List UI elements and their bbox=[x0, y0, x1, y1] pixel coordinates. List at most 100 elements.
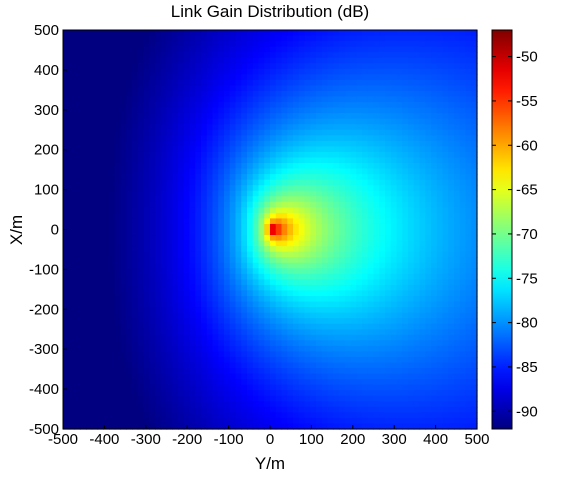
heatmap-cell bbox=[132, 296, 139, 303]
heatmap-cell bbox=[201, 307, 208, 314]
heatmap-cell bbox=[310, 90, 317, 98]
heatmap-cell bbox=[281, 362, 288, 369]
heatmap-cell bbox=[103, 146, 110, 153]
heatmap-cell bbox=[350, 41, 357, 48]
heatmap-cell bbox=[86, 102, 93, 109]
heatmap-cell bbox=[114, 284, 122, 292]
heatmap-cell bbox=[166, 185, 173, 192]
heatmap-cell bbox=[195, 118, 202, 125]
heatmap-cell bbox=[247, 212, 254, 220]
heatmap-cell bbox=[189, 412, 196, 419]
heatmap-cell bbox=[126, 212, 133, 220]
heatmap-cell bbox=[390, 390, 398, 397]
heatmap-cell bbox=[408, 340, 415, 347]
heatmap-cell bbox=[362, 113, 369, 120]
heatmap-cell bbox=[344, 57, 352, 64]
heatmap-cell bbox=[281, 68, 288, 75]
heatmap-cell bbox=[97, 90, 104, 98]
heatmap-cell bbox=[367, 41, 375, 48]
heatmap-cell bbox=[201, 185, 208, 192]
heatmap-cell bbox=[425, 412, 432, 419]
heatmap-cell bbox=[402, 190, 409, 197]
heatmap-cell bbox=[373, 290, 380, 297]
heatmap-cell bbox=[454, 63, 461, 70]
heatmap-cell bbox=[333, 279, 340, 286]
heatmap-cell bbox=[103, 251, 110, 258]
heatmap-cell bbox=[281, 46, 288, 53]
heatmap-cell bbox=[402, 207, 409, 214]
heatmap-cell bbox=[149, 68, 156, 75]
heatmap-cell bbox=[436, 362, 444, 369]
heatmap-cell bbox=[91, 168, 99, 175]
heatmap-cell bbox=[132, 201, 139, 208]
heatmap-cell bbox=[195, 124, 202, 131]
heatmap-cell bbox=[304, 118, 311, 125]
heatmap-cell bbox=[74, 423, 81, 430]
heatmap-cell bbox=[413, 384, 421, 391]
heatmap-cell bbox=[109, 218, 116, 225]
heatmap-cell bbox=[270, 201, 277, 208]
heatmap-cell bbox=[155, 296, 162, 303]
heatmap-cell bbox=[436, 334, 444, 341]
heatmap-cell bbox=[425, 90, 432, 98]
heatmap-cell bbox=[252, 30, 260, 37]
heatmap-cell bbox=[327, 412, 334, 419]
heatmap-cell bbox=[436, 235, 444, 242]
heatmap-cell bbox=[425, 312, 432, 319]
heatmap-cell bbox=[442, 351, 449, 358]
heatmap-cell bbox=[431, 417, 438, 425]
heatmap-cell bbox=[316, 196, 323, 203]
heatmap-cell bbox=[362, 74, 369, 81]
heatmap-cell bbox=[339, 201, 346, 208]
heatmap-cell bbox=[448, 395, 455, 402]
heatmap-cell bbox=[367, 368, 375, 375]
heatmap-cell bbox=[419, 201, 426, 208]
heatmap-cell bbox=[189, 163, 196, 170]
heatmap-cell bbox=[408, 63, 415, 70]
heatmap-cell bbox=[149, 273, 156, 280]
heatmap-cell bbox=[275, 417, 283, 425]
heatmap-cell bbox=[74, 412, 81, 419]
heatmap-cell bbox=[80, 235, 87, 242]
heatmap-cell bbox=[166, 257, 173, 264]
heatmap-cell bbox=[247, 207, 254, 214]
heatmap-cell bbox=[172, 218, 179, 225]
heatmap-cell bbox=[454, 102, 461, 109]
heatmap-cell bbox=[281, 401, 288, 408]
heatmap-cell bbox=[132, 417, 139, 425]
heatmap-cell bbox=[183, 68, 191, 75]
heatmap-cell bbox=[155, 35, 162, 42]
heatmap-cell bbox=[132, 362, 139, 369]
heatmap-cell bbox=[402, 340, 409, 347]
heatmap-cell bbox=[402, 307, 409, 314]
heatmap-cell bbox=[408, 223, 415, 231]
heatmap-cell bbox=[183, 279, 191, 286]
heatmap-cell bbox=[436, 185, 444, 192]
heatmap-cell bbox=[114, 218, 122, 225]
heatmap-cell bbox=[114, 379, 122, 386]
heatmap-cell bbox=[327, 329, 334, 336]
heatmap-cell bbox=[298, 74, 306, 81]
heatmap-cell bbox=[356, 35, 363, 42]
heatmap-cell bbox=[293, 74, 300, 81]
heatmap-cell bbox=[431, 401, 438, 408]
heatmap-cell bbox=[339, 301, 346, 308]
heatmap-cell bbox=[166, 373, 173, 380]
heatmap-cell bbox=[310, 368, 317, 375]
heatmap-cell bbox=[310, 412, 317, 419]
heatmap-cell bbox=[229, 146, 237, 153]
heatmap-cell bbox=[189, 235, 196, 242]
heatmap-cell bbox=[68, 168, 76, 175]
heatmap-cell bbox=[178, 140, 185, 147]
heatmap-cell bbox=[373, 118, 380, 125]
heatmap-cell bbox=[408, 140, 415, 147]
heatmap-cell bbox=[229, 30, 237, 37]
heatmap-cell bbox=[247, 174, 254, 181]
heatmap-cell bbox=[413, 412, 421, 419]
heatmap-cell bbox=[143, 406, 150, 413]
heatmap-cell bbox=[160, 284, 168, 292]
heatmap-cell bbox=[189, 179, 196, 186]
heatmap-cell bbox=[419, 273, 426, 280]
heatmap-cell bbox=[390, 268, 398, 275]
heatmap-cell bbox=[120, 30, 127, 37]
